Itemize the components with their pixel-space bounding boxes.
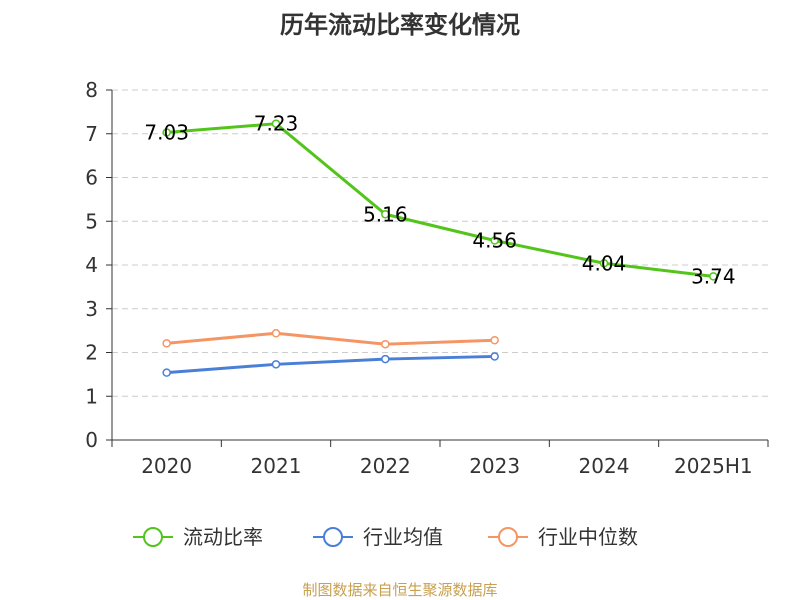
data-label: 7.23 xyxy=(254,112,299,136)
legend-label: 行业中位数 xyxy=(538,525,638,549)
y-tick-label: 4 xyxy=(85,253,98,277)
series-line-2 xyxy=(166,331,495,346)
legend-label: 行业均值 xyxy=(363,525,443,549)
data-point[interactable] xyxy=(162,368,171,377)
data-point[interactable] xyxy=(271,329,281,338)
data-point[interactable] xyxy=(381,210,390,219)
plot-area xyxy=(162,119,718,377)
y-tick-label: 6 xyxy=(85,166,98,190)
data-point[interactable] xyxy=(490,352,499,361)
x-tick-label: 2023 xyxy=(469,454,520,478)
x-tick-label: 2021 xyxy=(251,454,302,478)
data-point[interactable] xyxy=(490,236,499,245)
data-point[interactable] xyxy=(381,339,390,349)
source-note: 制图数据来自恒生聚源数据库 xyxy=(302,581,497,599)
axes: 0 1 2 3 4 5 6 7 8 2020 2021 2022 2023 2024 2025H1 xyxy=(85,78,769,478)
legend-marker xyxy=(498,527,518,547)
data-point[interactable] xyxy=(381,354,390,364)
data-point[interactable] xyxy=(162,339,171,348)
data-label: 4.04 xyxy=(582,251,627,275)
y-tick-label: 5 xyxy=(85,209,98,233)
y-tick-label: 1 xyxy=(85,384,98,408)
legend[interactable]: 流动比率 行业均值 行业中位数 xyxy=(133,525,638,549)
data-point[interactable] xyxy=(599,259,609,268)
series-line-0 xyxy=(166,122,714,278)
grid xyxy=(112,89,768,397)
y-tick-label: 8 xyxy=(85,78,98,102)
x-tick-label: 2022 xyxy=(360,454,411,478)
x-tick-label: 2020 xyxy=(141,454,192,478)
y-tick-label: 0 xyxy=(85,428,98,452)
x-tick-label: 2025H1 xyxy=(674,454,753,478)
legend-marker xyxy=(323,527,343,547)
data-point[interactable] xyxy=(709,272,718,281)
x-tick-label: 2024 xyxy=(579,454,630,478)
y-tick-label: 2 xyxy=(85,341,98,365)
data-label: 3.74 xyxy=(691,264,736,288)
y-tick-label: 3 xyxy=(85,297,98,321)
y-tick-label: 7 xyxy=(85,122,98,146)
series-line-1 xyxy=(166,354,495,375)
data-labels: 7.03 7.23 5.16 4.56 4.04 3.74 xyxy=(144,112,735,289)
data-point[interactable] xyxy=(490,336,499,345)
data-point[interactable] xyxy=(271,119,281,128)
legend-item-0[interactable]: 流动比率 xyxy=(133,525,263,549)
legend-item-1[interactable]: 行业均值 xyxy=(313,525,443,549)
legend-marker xyxy=(143,527,163,547)
data-point[interactable] xyxy=(271,360,281,369)
data-point[interactable] xyxy=(162,128,171,137)
legend-item-2[interactable]: 行业中位数 xyxy=(488,525,638,549)
chart-title: 历年流动比率变化情况 xyxy=(280,11,520,39)
data-label: 5.16 xyxy=(363,202,408,226)
data-label: 7.03 xyxy=(144,120,189,144)
legend-label: 流动比率 xyxy=(183,525,263,549)
data-label: 4.56 xyxy=(472,229,517,253)
